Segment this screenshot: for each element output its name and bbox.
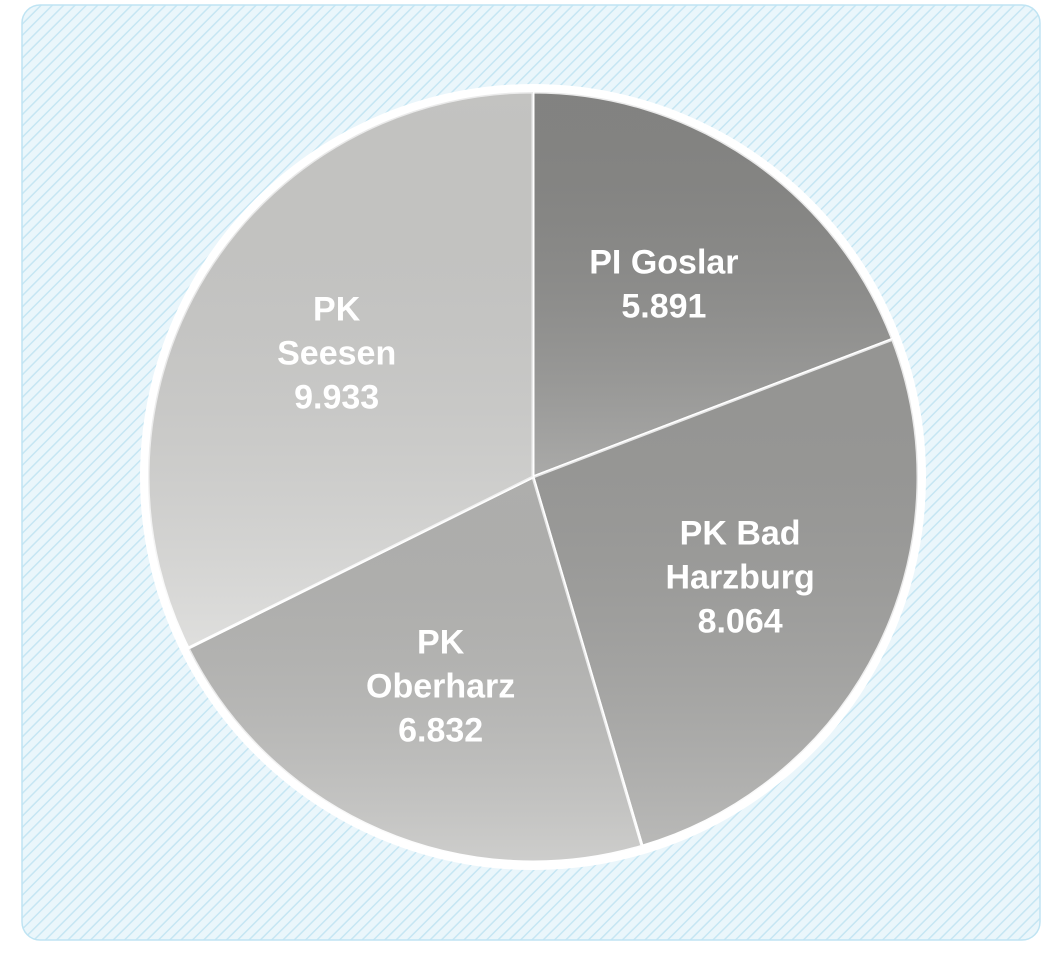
slice-shade <box>188 477 643 863</box>
slice-shade <box>533 92 893 477</box>
slice-shade <box>533 339 919 847</box>
value-label: 8.064 <box>698 602 783 640</box>
slice-label: PK Bad Harzburg <box>665 514 814 596</box>
slice-label: PI Goslar <box>589 244 738 282</box>
value-label: 9.933 <box>294 378 379 416</box>
slice-shade <box>147 92 533 649</box>
value-label: 6.832 <box>398 712 483 750</box>
slice-label: PK Seesen <box>277 290 396 372</box>
value-label: 5.891 <box>621 288 706 326</box>
slice-label: PK Oberharz <box>366 624 515 706</box>
